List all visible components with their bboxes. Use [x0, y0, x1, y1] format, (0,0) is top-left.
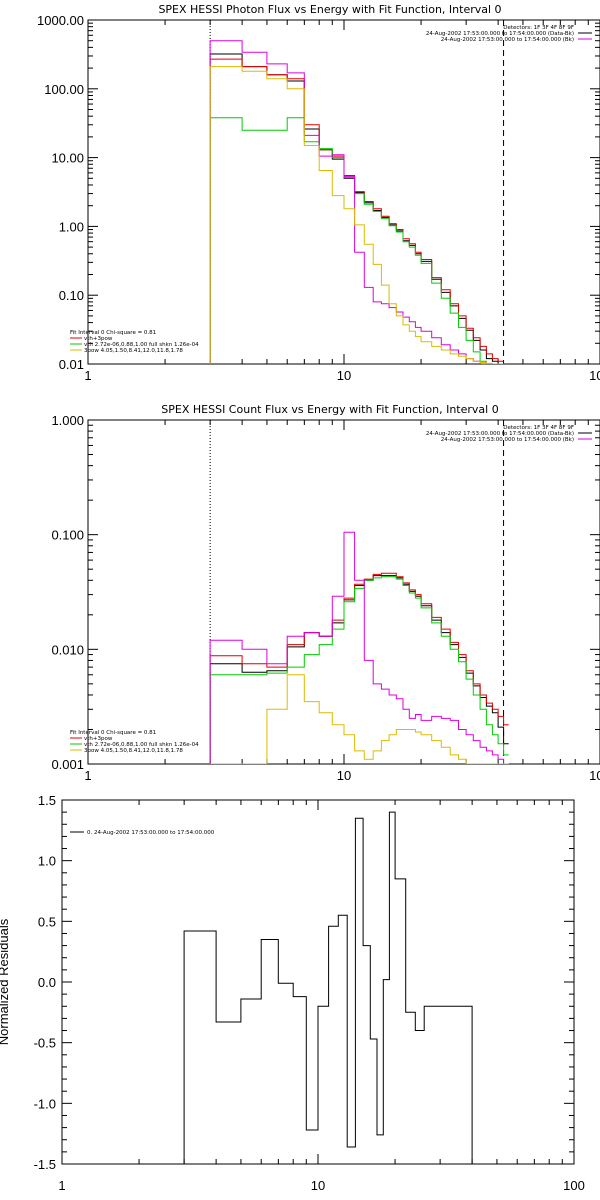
residuals-legend: 0. 24-Aug-2002 17:53:00.000 to 17:54:00.…: [70, 830, 215, 836]
legend-entry: Fit Interval 0 Chi-square = 0.81: [70, 730, 156, 736]
y-tick-label: -1.5: [34, 1157, 56, 1172]
series-black: [209, 575, 509, 764]
photon-plot-frame: [87, 19, 600, 365]
legend-entry: vth 2.72e-06,0.88,1.00 full shkn 1.26e-0…: [84, 742, 199, 748]
y-tick-label: 0.01: [59, 357, 84, 372]
x-tick-label: 100: [563, 1178, 585, 1193]
series-yellow: [209, 66, 504, 364]
series-magenta: [209, 531, 509, 764]
count-flux-panel: SPEX HESSI Count Flux vs Energy with Fit…: [51, 403, 600, 783]
series-black: [183, 811, 473, 1164]
legend-entry: Fit Interval 0 Chi-square = 0.81: [70, 330, 156, 336]
legend-entry: 24-Aug-2002 17:53:00.000 to 17:54:00.000…: [426, 431, 574, 437]
y-tick-label: 0.100: [51, 528, 84, 543]
legend-entry: 0. 24-Aug-2002 17:53:00.000 to 17:54:00.…: [87, 830, 215, 836]
y-tick-label: 0.001: [51, 757, 84, 772]
y-tick-label: 100.00: [44, 82, 84, 97]
legend-entry: Detectors: 1F 3F 4F 8F 9F: [503, 25, 574, 31]
count-legend-left: Fit Interval 0 Chi-square = 0.81vth+3pow…: [70, 730, 199, 754]
photon-panel-title: SPEX HESSI Photon Flux vs Energy with Fi…: [158, 3, 501, 16]
legend-entry: Detectors: 1F 3F 4F 8F 9F: [503, 425, 574, 431]
legend-entry: 3pow 4.05,1.50,8.41,12.0,11.8,1.78: [84, 348, 183, 354]
y-tick-label: 10.00: [51, 151, 84, 166]
y-tick-label: -0.5: [34, 1036, 56, 1051]
legend-entry: 24-Aug-2002 17:53:00.000 to 17:54:00.000…: [426, 31, 574, 37]
residuals-panel: Normalized Residuals 0. 24-Aug-2002 17:5…: [0, 793, 585, 1193]
photon-legend-left: Fit Interval 0 Chi-square = 0.81vth+3pow…: [70, 330, 199, 354]
y-tick-label: 0.5: [38, 914, 56, 929]
y-tick-label: 1.00: [59, 219, 84, 234]
series-magenta: [209, 40, 504, 364]
y-tick-label: 0.10: [59, 288, 84, 303]
y-tick-label: 1.000: [51, 413, 84, 428]
legend-entry: 3pow 4.05,1.50,8.41,12.0,11.8,1.78: [84, 748, 183, 754]
series-red: [209, 572, 509, 764]
photon-flux-panel: SPEX HESSI Photon Flux vs Energy with Fi…: [37, 3, 600, 383]
x-tick-label: 1: [58, 1178, 65, 1193]
y-tick-label: 1.0: [38, 854, 56, 869]
legend-entry: 24-Aug-2002 17:53:00.000 to 17:54:00.000…: [441, 37, 574, 43]
x-tick-label: 100: [589, 768, 600, 783]
y-tick-label: 1000.00: [37, 13, 84, 28]
series-green: [209, 576, 509, 764]
x-tick-label: 1: [84, 368, 91, 383]
series-green: [209, 117, 504, 364]
legend-entry: 24-Aug-2002 17:53:00.000 to 17:54:00.000…: [441, 437, 574, 443]
y-tick-label: 0.010: [51, 642, 84, 657]
legend-entry: vth+3pow: [84, 336, 113, 342]
legend-entry: vth+3pow: [84, 736, 113, 742]
x-tick-label: 10: [337, 768, 351, 783]
legend-entry: vth 2.72e-06,0.88,1.00 full shkn 1.26e-0…: [84, 342, 199, 348]
x-tick-label: 10: [337, 368, 351, 383]
x-tick-label: 100: [589, 368, 600, 383]
y-tick-label: 0.0: [38, 975, 56, 990]
series-yellow: [210, 674, 509, 764]
x-tick-label: 1: [84, 768, 91, 783]
x-tick-label: 10: [311, 1178, 325, 1193]
y-tick-label: 1.5: [38, 793, 56, 808]
y-tick-label: -1.0: [34, 1096, 56, 1111]
residuals-y-label: Normalized Residuals: [0, 918, 11, 1045]
count-panel-title: SPEX HESSI Count Flux vs Energy with Fit…: [161, 403, 498, 416]
series-black: [209, 53, 504, 364]
